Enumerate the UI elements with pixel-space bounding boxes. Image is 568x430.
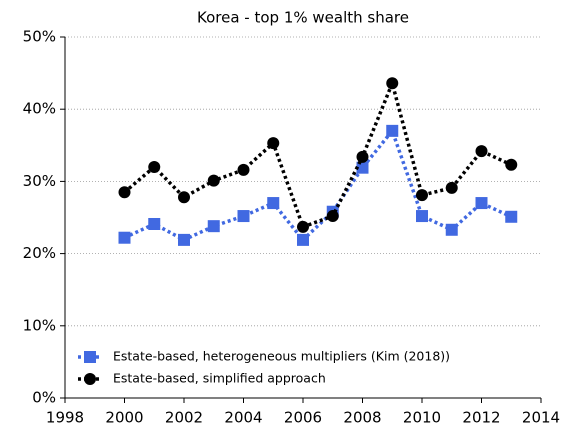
legend-label: Estate-based, simplified approach — [113, 371, 326, 386]
data-point — [148, 160, 161, 173]
data-point — [356, 161, 369, 174]
x-tick-label: 2012 — [462, 409, 500, 427]
data-point — [416, 210, 428, 223]
data-point — [356, 150, 369, 163]
data-point — [326, 210, 339, 223]
y-tick-label: 40% — [23, 100, 56, 118]
data-point — [475, 145, 488, 158]
data-point — [178, 191, 190, 204]
data-point — [445, 181, 458, 194]
data-point — [178, 233, 190, 246]
data-point — [386, 124, 399, 137]
data-point — [445, 223, 458, 236]
y-tick-label: 0% — [32, 389, 56, 407]
data-point — [118, 186, 131, 199]
data-point — [386, 77, 399, 90]
data-point — [505, 158, 518, 171]
x-tick-label: 2014 — [522, 409, 560, 427]
data-point — [267, 137, 280, 150]
x-tick-label: 2004 — [224, 409, 262, 427]
chart-title: Korea - top 1% wealth share — [197, 9, 409, 27]
data-point — [475, 197, 488, 210]
x-tick-label: 1998 — [46, 409, 84, 427]
data-point — [297, 233, 309, 246]
x-tick-label: 2008 — [343, 409, 381, 427]
data-point — [237, 210, 250, 223]
series-line — [123, 77, 512, 230]
y-tick-label: 20% — [23, 244, 56, 262]
data-point — [148, 217, 161, 230]
data-point — [267, 197, 280, 210]
data-point — [416, 189, 428, 202]
data-point — [505, 210, 518, 223]
y-tick-label: 30% — [23, 172, 56, 190]
data-point — [237, 163, 250, 176]
data-point — [207, 220, 220, 233]
x-tick-label: 2000 — [105, 409, 143, 427]
data-point — [118, 231, 131, 244]
legend-marker — [84, 373, 96, 385]
x-tick-label: 2006 — [284, 409, 322, 427]
x-tick-label: 2002 — [165, 409, 203, 427]
legend-marker — [84, 351, 96, 363]
data-point — [207, 174, 220, 187]
legend-label: Estate-based, heterogeneous multipliers … — [113, 349, 450, 364]
y-tick-label: 50% — [23, 28, 56, 46]
y-tick-label: 10% — [23, 316, 56, 334]
data-point — [297, 220, 309, 233]
x-tick-label: 2010 — [403, 409, 441, 427]
